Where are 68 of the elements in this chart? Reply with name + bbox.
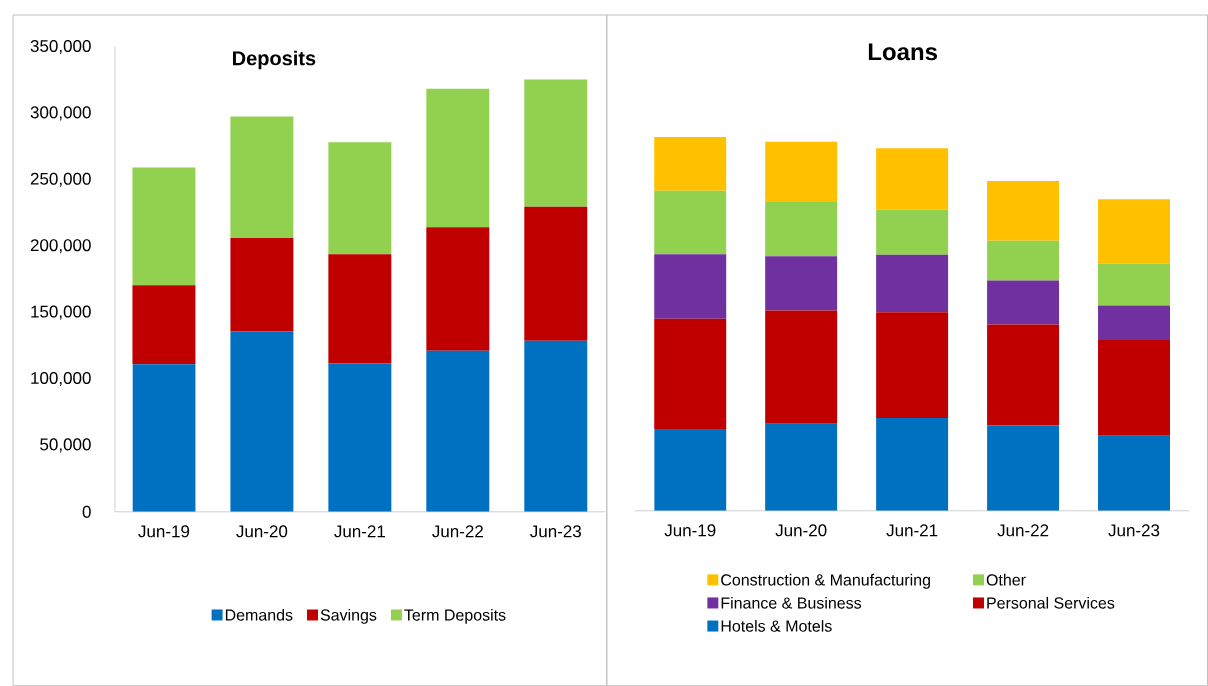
bar (876, 417, 949, 511)
bar (328, 142, 392, 255)
x-tick-label: Jun-21 (334, 525, 385, 538)
chart-title: Deposits (233, 50, 316, 70)
bar (524, 206, 588, 341)
bar (426, 350, 490, 512)
bar (876, 312, 949, 418)
legend-label: Savings (320, 608, 377, 624)
y-tick-label: 350,000 (30, 39, 91, 54)
chart-title: Loans (868, 43, 937, 61)
x-tick-label: Jun-20 (775, 524, 827, 537)
bar (654, 318, 727, 429)
bar (765, 201, 838, 257)
bar (132, 167, 196, 286)
x-tick-label: Jun-20 (236, 525, 288, 538)
y-tick-label: 50,000 (40, 438, 91, 453)
x-tick-label: Jun-23 (530, 525, 581, 538)
y-tick-label: 250,000 (30, 172, 91, 187)
bar (987, 324, 1060, 426)
bar (230, 116, 294, 238)
bar (987, 280, 1060, 325)
bar (1098, 199, 1171, 264)
bar (328, 254, 392, 364)
bar (765, 423, 838, 511)
bar (654, 136, 727, 191)
y-tick-label: 150,000 (31, 305, 91, 320)
bar (654, 190, 727, 255)
x-tick-label: Jun-23 (1108, 524, 1160, 537)
bar (876, 209, 949, 255)
bar (654, 428, 727, 511)
bar (1098, 263, 1171, 306)
legend-label: Other (986, 573, 1026, 586)
x-tick-label: Jun-22 (997, 524, 1049, 537)
x-tick-label: Jun-22 (432, 525, 483, 538)
x-tick-label: Jun-19 (138, 525, 190, 538)
bar (765, 256, 838, 311)
bar (987, 180, 1060, 241)
bar (230, 237, 294, 332)
bar (1098, 305, 1171, 340)
bar (876, 148, 949, 210)
y-tick-label: 300,000 (30, 106, 91, 121)
legend-label: Personal Services (987, 596, 1115, 609)
legend-label: Hotels & Motels (721, 619, 832, 632)
bar (426, 227, 490, 351)
bar (1098, 339, 1171, 436)
x-tick-label: Jun-19 (664, 524, 716, 537)
bar (987, 425, 1060, 511)
bar (987, 240, 1060, 281)
y-tick-label: 200,000 (30, 239, 91, 254)
bar (765, 141, 838, 202)
bar (524, 79, 588, 207)
legend-label: Finance & Business (721, 596, 862, 609)
bar (132, 285, 196, 365)
bar (876, 254, 949, 313)
x-tick-label: Jun-21 (886, 524, 938, 537)
bar (230, 331, 294, 512)
y-tick-label: 100,000 (31, 371, 91, 386)
y-tick-label: 0 (82, 505, 91, 518)
bar (1098, 435, 1171, 511)
bar (328, 363, 392, 512)
legend-label: Term Deposits (404, 608, 506, 624)
legend-label: Construction & Manufacturing (721, 573, 930, 589)
legend-label: Demands (225, 608, 293, 621)
bar (132, 364, 196, 512)
bar (524, 340, 588, 512)
bar (654, 254, 727, 319)
bar (765, 310, 838, 424)
bar (426, 88, 490, 228)
